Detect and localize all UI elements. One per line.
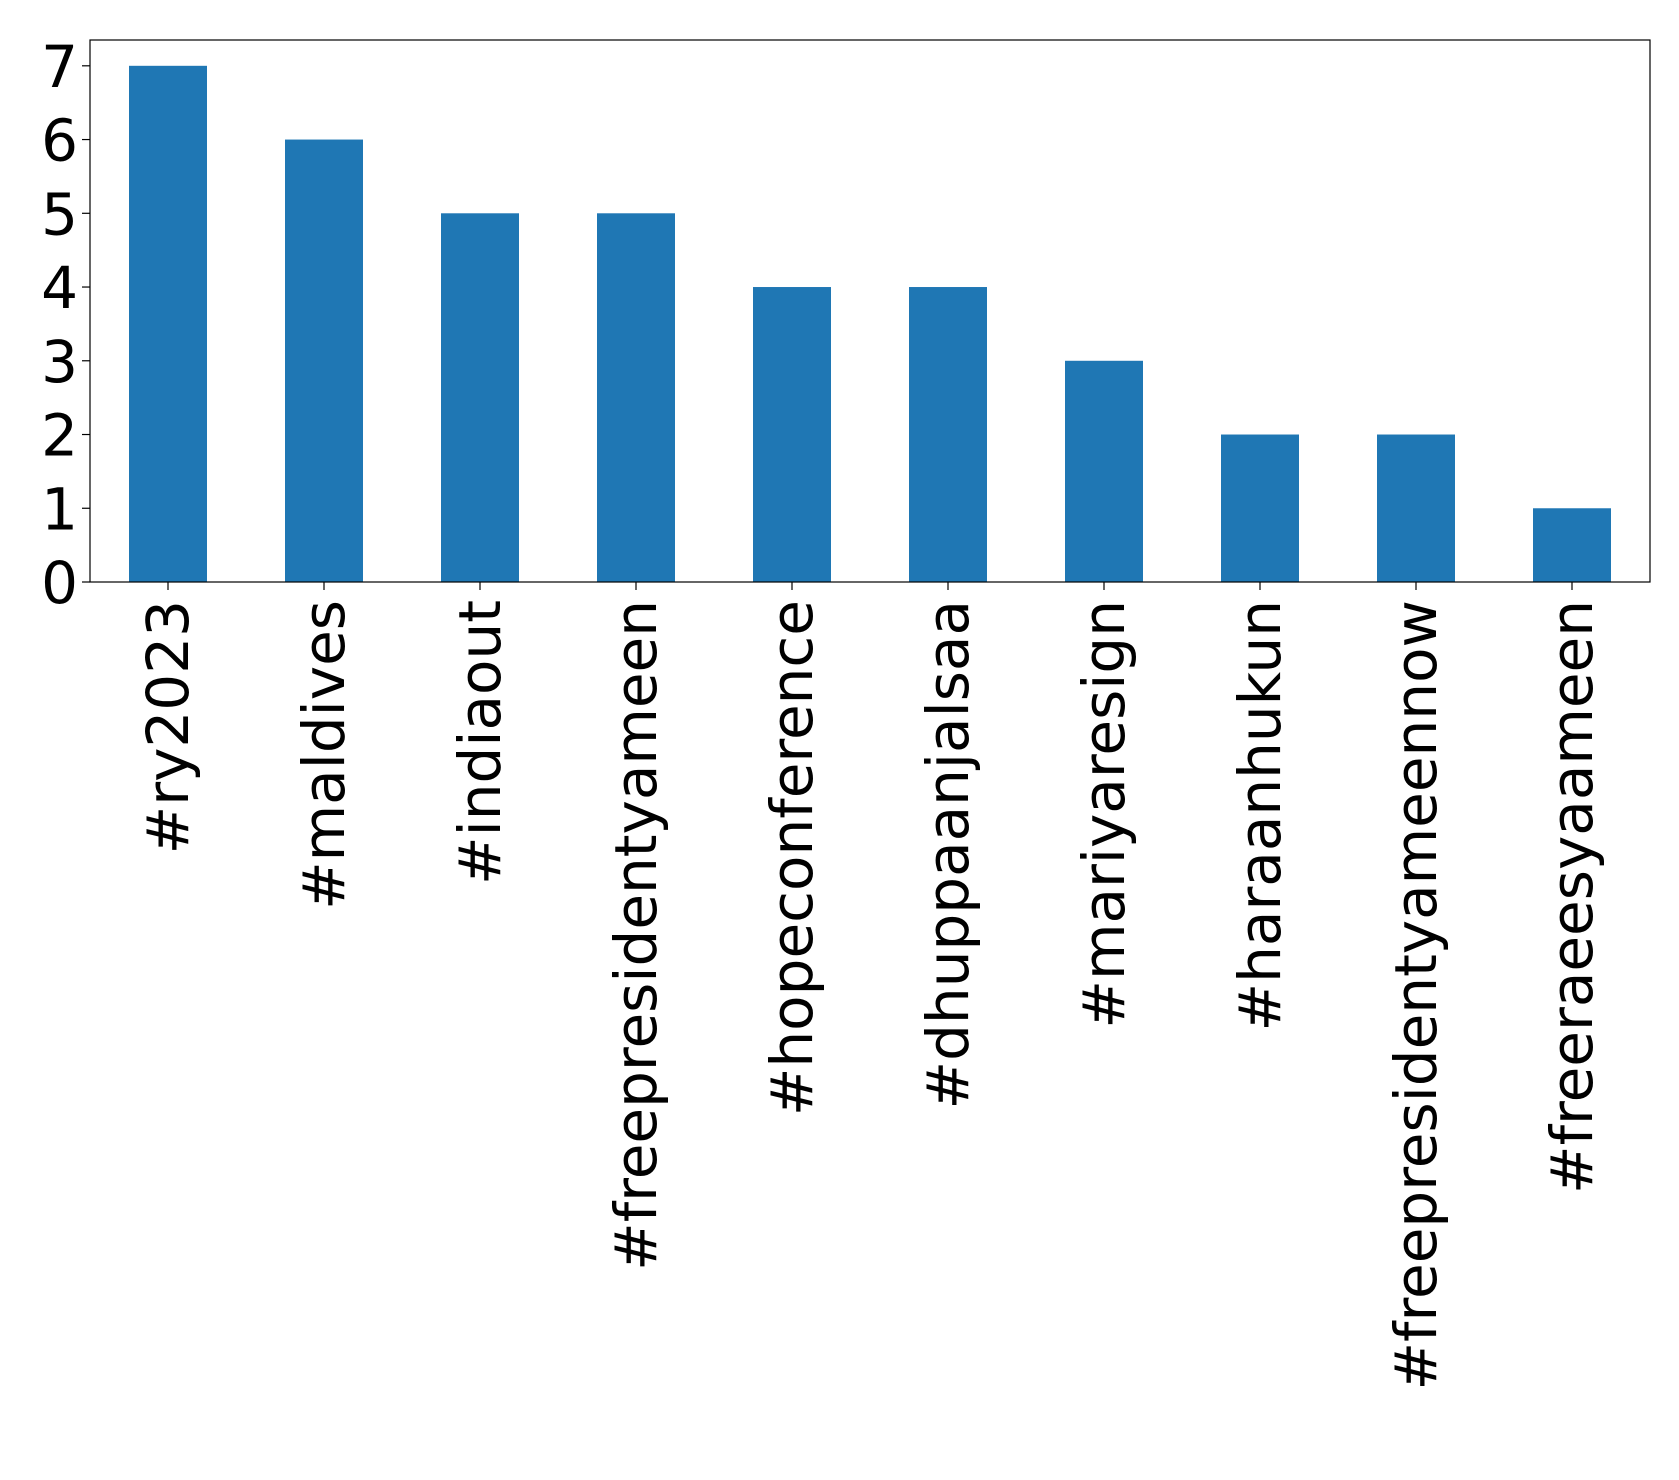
y-tick-label: 0 [41, 549, 78, 617]
bar-0 [129, 65, 207, 582]
y-tick-label: 2 [41, 402, 78, 470]
x-tick-label: #freepresidentyameennow [1382, 600, 1450, 1391]
bars-group [129, 65, 1611, 583]
y-tick-label: 6 [41, 107, 78, 175]
y-tick-label: 7 [41, 33, 78, 101]
y-tick-label: 3 [41, 328, 78, 396]
x-tick-label: #dhuppaanjalsaa [914, 600, 982, 1109]
bar-6 [1065, 360, 1143, 582]
bar-1 [285, 139, 363, 583]
x-tick-label: #indiaout [446, 600, 514, 885]
x-tick-label: #hopeconference [758, 600, 826, 1116]
plot-frame [89, 39, 1651, 583]
y-tick-label: 4 [41, 254, 78, 322]
bar-9 [1533, 508, 1611, 582]
y-tick-label: 5 [41, 180, 78, 248]
bar-8 [1377, 434, 1455, 582]
bar-4 [753, 287, 831, 582]
x-tick-label: #haraanhukun [1226, 600, 1294, 1031]
bar-2 [441, 213, 519, 583]
x-tick-label: #freepresidentyameen [602, 600, 670, 1271]
x-tick-label: #freeraeesyaameen [1538, 600, 1606, 1194]
bar-3 [597, 213, 675, 583]
y-tick-label: 1 [41, 475, 78, 543]
bar-5 [909, 287, 987, 582]
x-tick-label: #mariyaresign [1070, 600, 1138, 1029]
bar-7 [1221, 434, 1299, 582]
x-tick-label: #maldives [290, 600, 358, 910]
x-axis: #ry2023 #maldives #indiaout #freepresidenty… [134, 582, 1606, 1391]
x-tick-label: #ry2023 [134, 600, 202, 854]
